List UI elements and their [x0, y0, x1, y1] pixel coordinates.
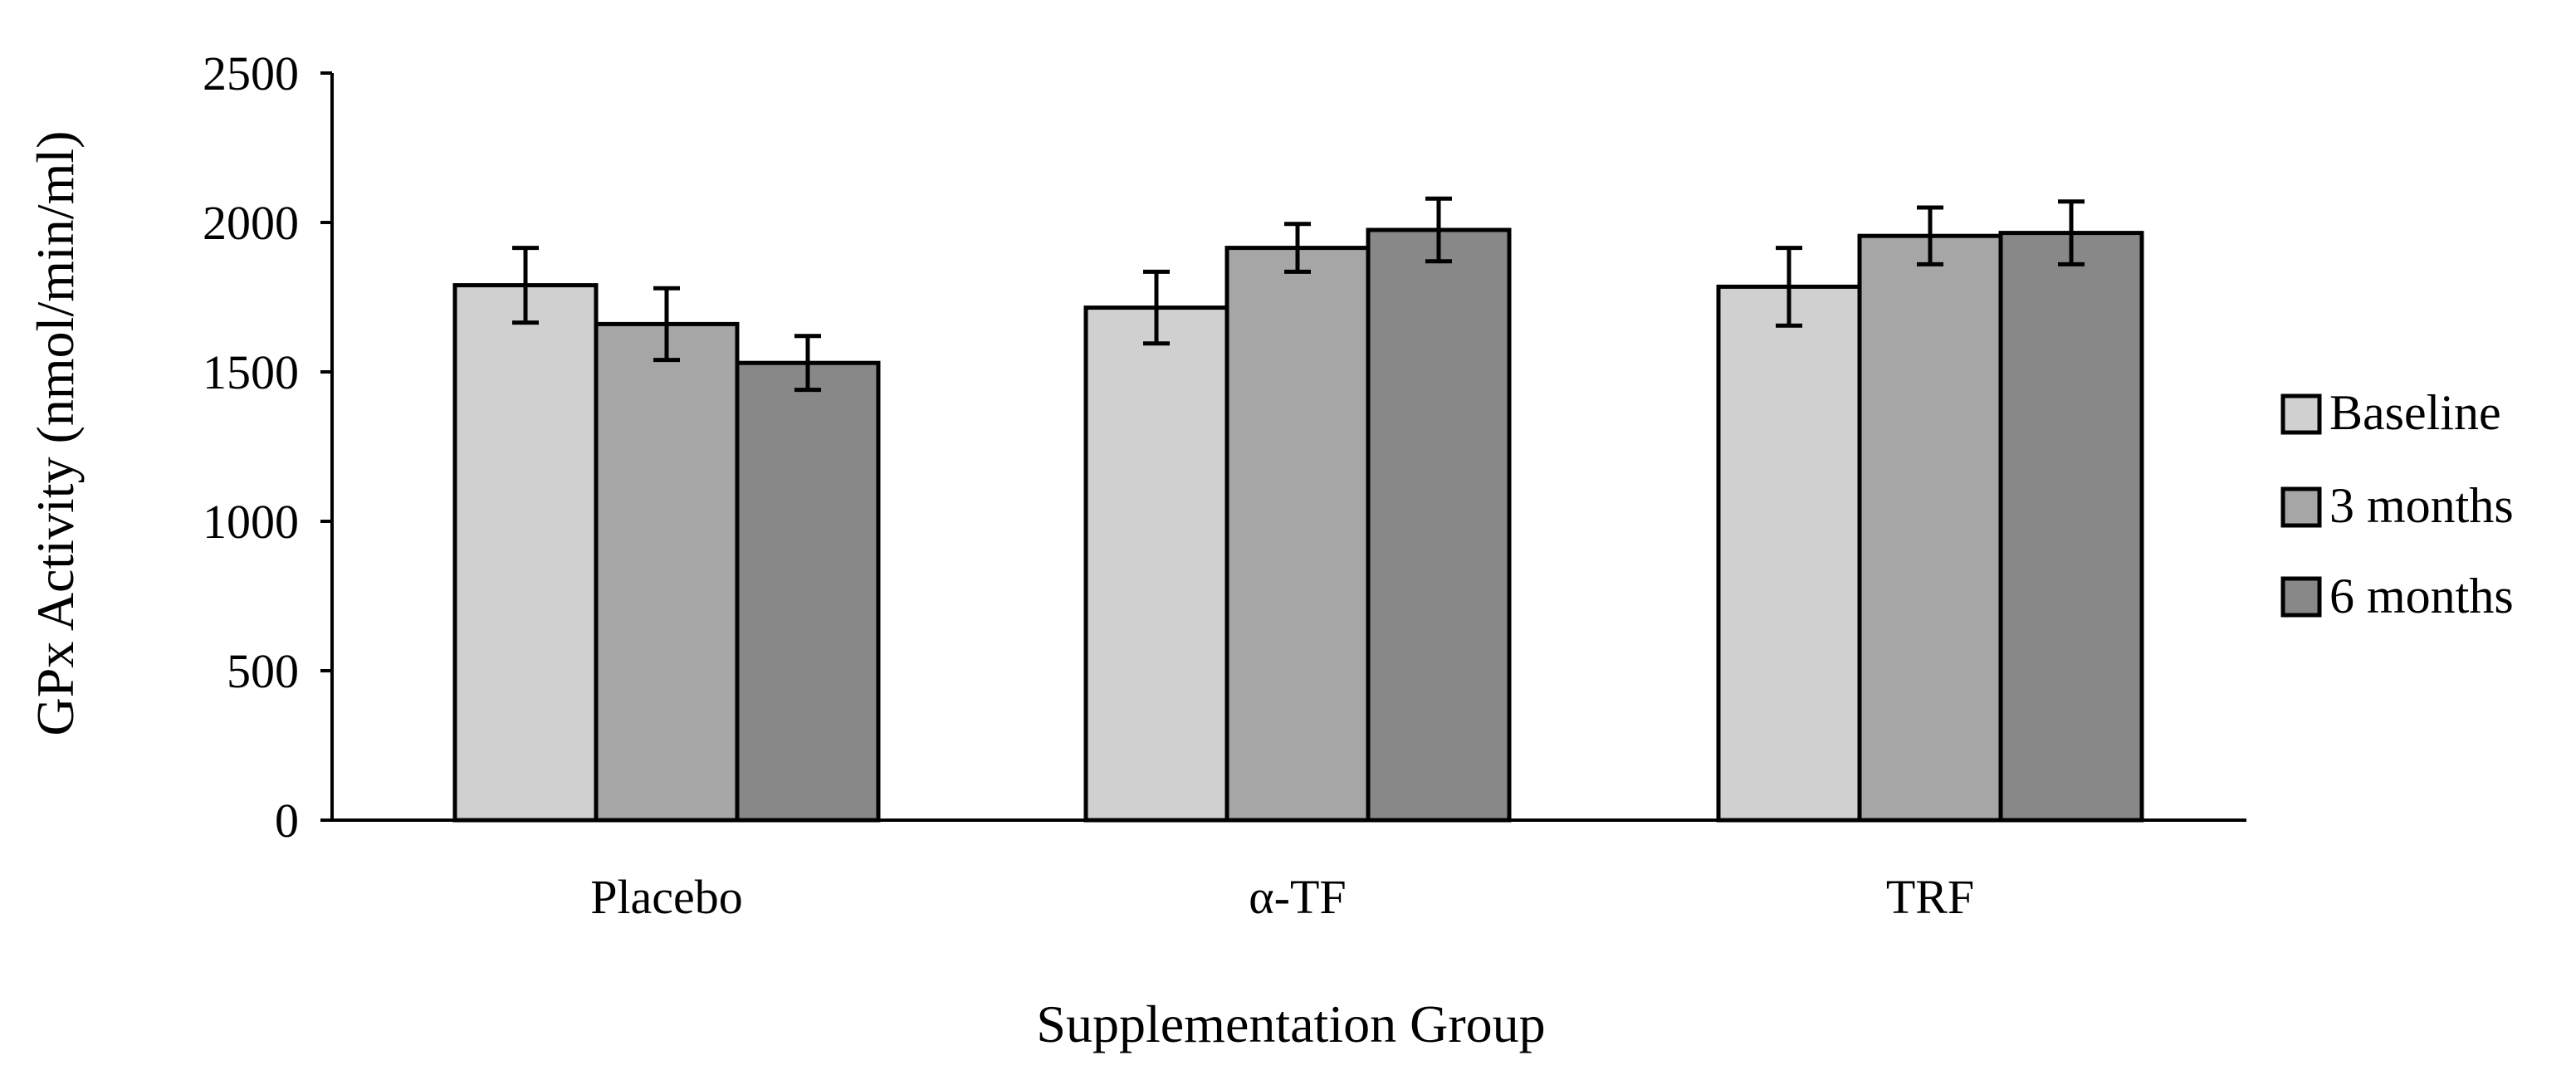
legend: Baseline 3 months 6 months	[2280, 385, 2514, 623]
y-tick-label-1000: 1000	[203, 495, 299, 549]
bar-6-months-alpha-tf	[1366, 227, 1512, 823]
bar-3-months-trf	[1857, 233, 2003, 823]
legend-swatch-baseline	[2280, 393, 2322, 435]
y-tick-label-500: 500	[227, 644, 299, 698]
legend-swatch-3-months	[2280, 486, 2322, 528]
bar-baseline-trf	[1716, 284, 1862, 823]
legend-label-6-months: 6 months	[2329, 569, 2514, 623]
bar-3-months-placebo	[594, 321, 740, 823]
bar-3-months-alpha-tf	[1224, 246, 1371, 823]
x-tick-label-1: Placebo	[590, 870, 743, 924]
bar-6-months-placebo	[735, 360, 881, 823]
legend-swatch-6-months	[2280, 576, 2322, 618]
bar-6-months-trf	[1998, 231, 2144, 823]
bar-baseline-placebo	[452, 283, 599, 823]
x-axis-title: Supplementation Group	[1036, 994, 1545, 1053]
y-tick-label-1500: 1500	[203, 345, 299, 399]
bar-baseline-alpha-tf	[1083, 305, 1229, 823]
y-tick-label-0: 0	[275, 794, 299, 848]
plot-area: 0 500 1000 1500 2000 2500 Placebo α-TF TRF	[203, 46, 2246, 924]
x-tick-label-2: α-TF	[1249, 870, 1346, 924]
y-tick-label-2500: 2500	[203, 46, 299, 100]
y-axis-title: GPx Activity (nmol/min/ml)	[26, 131, 85, 736]
legend-label-baseline: Baseline	[2329, 385, 2501, 440]
x-tick-label-3: TRF	[1886, 870, 1974, 924]
legend-label-3-months: 3 months	[2329, 478, 2514, 533]
y-tick-label-2000: 2000	[203, 196, 299, 250]
